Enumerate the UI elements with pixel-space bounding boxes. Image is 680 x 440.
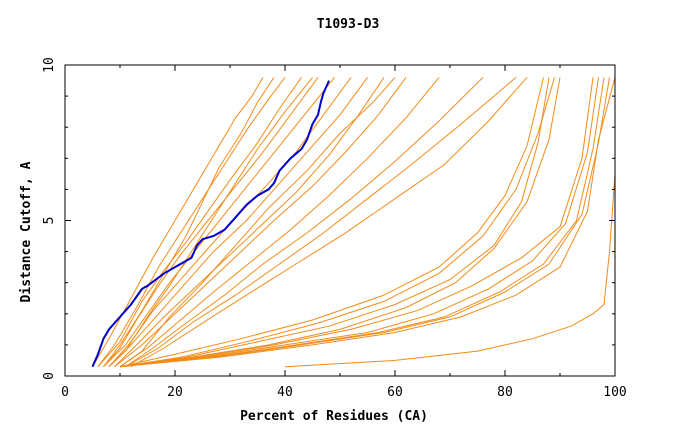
y-tick-label: 10	[42, 57, 57, 73]
series-layer	[92, 77, 616, 368]
series-line-23	[119, 77, 605, 368]
series-line-1	[92, 77, 264, 367]
series-line-21	[119, 77, 594, 368]
series-line-2	[97, 77, 286, 368]
x-axis-ticks: 0 20 40 60 80 100	[61, 65, 627, 400]
series-line-26	[284, 77, 616, 368]
series-line-7	[108, 77, 368, 368]
y-tick-label: 5	[42, 217, 57, 225]
series-line-13	[130, 77, 528, 368]
series-line-17	[119, 77, 544, 368]
series-line-12	[125, 77, 517, 368]
x-tick-label: 80	[497, 385, 513, 400]
series-line-24	[119, 77, 610, 368]
y-axis-ticks: 0 5 10	[42, 57, 615, 380]
series-line-5	[103, 77, 335, 368]
x-tick-label: 20	[167, 385, 183, 400]
series-line-14	[103, 77, 275, 368]
series-line-4	[103, 77, 319, 368]
highlight-layer	[91, 80, 330, 368]
highlighted-series-line	[91, 80, 330, 368]
series-line-16	[119, 77, 396, 368]
x-tick-label: 100	[603, 385, 626, 400]
series-line-15	[108, 77, 313, 368]
x-tick-label: 40	[277, 385, 293, 400]
series-line-9	[114, 77, 407, 368]
series-line-18	[119, 77, 550, 368]
series-line-3	[97, 77, 302, 368]
y-axis-label: Distance Cutoff, A	[19, 161, 34, 302]
series-line-22	[119, 77, 599, 368]
y-tick-label: 0	[42, 372, 57, 380]
x-axis-label: Percent of Residues (CA)	[240, 409, 428, 424]
series-line-19	[119, 77, 555, 368]
x-tick-label: 60	[387, 385, 403, 400]
series-line-20	[119, 77, 561, 368]
x-tick-label: 0	[61, 385, 69, 400]
series-line-8	[114, 77, 385, 368]
chart-title: T1093-D3	[317, 17, 380, 32]
series-line-11	[125, 77, 484, 368]
series-line-25	[119, 77, 616, 368]
series-line-10	[119, 77, 440, 368]
